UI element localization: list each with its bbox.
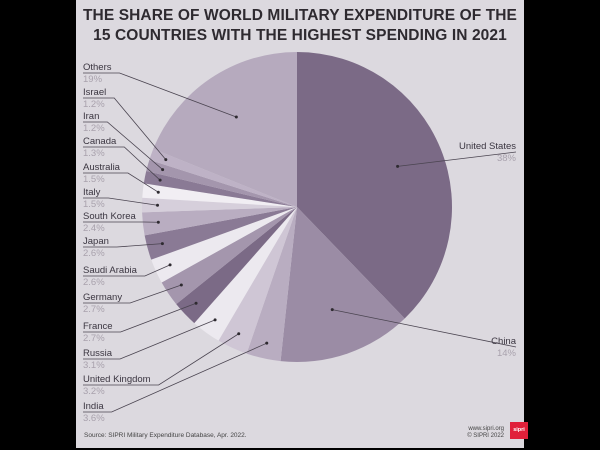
leader-dot-israel xyxy=(164,158,168,162)
label-japan: Japan xyxy=(83,236,109,247)
source-note: Source: SIPRI Military Expenditure Datab… xyxy=(84,432,247,439)
value-india: 3.6% xyxy=(83,413,105,424)
leader-line-israel xyxy=(83,97,167,160)
value-israel: 1.2% xyxy=(83,99,105,110)
value-others: 19% xyxy=(83,74,103,85)
pie-slice-italy xyxy=(142,197,297,213)
leader-line-canada xyxy=(83,146,161,181)
label-others: Others xyxy=(83,62,112,73)
pie-slice-china xyxy=(280,207,405,362)
leader-dot-italy xyxy=(156,203,160,207)
leader-line-india xyxy=(83,342,267,413)
leader-dot-china xyxy=(330,308,334,312)
value-germany: 2.7% xyxy=(83,304,105,315)
value-canada: 1.3% xyxy=(83,148,105,159)
chart-title: THE SHARE OF WORLD MILITARY EXPENDITURE … xyxy=(76,6,524,46)
pie-slice-france xyxy=(176,207,297,324)
label-italy: Italy xyxy=(83,187,101,198)
leader-dot-iran xyxy=(161,168,165,172)
pie-slice-india xyxy=(246,207,297,362)
website-link[interactable]: www.sipri.org xyxy=(468,426,504,432)
label-united-states: United States xyxy=(459,141,516,152)
label-south-korea: South Korea xyxy=(83,211,137,222)
leader-line-germany xyxy=(83,284,182,304)
leader-line-iran xyxy=(83,121,163,170)
leader-line-france xyxy=(83,302,197,333)
label-iran: Iran xyxy=(83,111,99,122)
title-line-1: THE SHARE OF WORLD MILITARY EXPENDITURE … xyxy=(82,7,517,24)
leader-dot-russia xyxy=(213,318,217,322)
pie-slice-canada xyxy=(143,171,297,207)
leader-line-china xyxy=(332,309,517,348)
label-france: France xyxy=(83,321,113,332)
label-israel: Israel xyxy=(83,87,106,98)
leader-line-australia xyxy=(83,172,159,193)
leader-line-united-states xyxy=(397,151,517,167)
pie-slice-japan xyxy=(144,207,297,260)
label-australia: Australia xyxy=(83,162,121,173)
pie-slice-others xyxy=(153,52,297,207)
leader-line-japan xyxy=(83,243,163,248)
pie-slice-australia xyxy=(142,183,297,207)
leader-dot-japan xyxy=(160,242,164,246)
value-saudi-arabia: 2.6% xyxy=(83,277,105,288)
value-france: 2.7% xyxy=(83,333,105,344)
pie-slice-united-states xyxy=(297,52,453,319)
label-russia: Russia xyxy=(83,348,113,359)
leader-line-others xyxy=(83,72,237,118)
leader-line-saudi-arabia xyxy=(83,264,171,277)
leader-dot-south-korea xyxy=(156,220,160,224)
label-saudi-arabia: Saudi Arabia xyxy=(83,265,138,276)
leader-line-italy xyxy=(83,197,158,206)
leader-dot-germany xyxy=(179,283,183,287)
value-italy: 1.5% xyxy=(83,199,105,210)
leader-dot-canada xyxy=(158,178,162,182)
pie-slice-south-korea xyxy=(142,207,297,236)
value-united-kingdom: 3.2% xyxy=(83,386,105,397)
pie-slice-germany xyxy=(161,207,297,305)
value-china: 14% xyxy=(497,348,517,359)
leader-line-russia xyxy=(83,319,216,360)
leader-line-united-kingdom xyxy=(83,333,239,386)
sipri-logo: sipri xyxy=(510,422,528,439)
value-united-states: 38% xyxy=(497,153,517,164)
leader-dot-united-states xyxy=(396,164,400,168)
value-iran: 1.2% xyxy=(83,123,105,134)
label-united-kingdom: United Kingdom xyxy=(83,374,151,385)
label-germany: Germany xyxy=(83,292,122,303)
footer-credits: www.sipri.org © SIPRI 2022 xyxy=(440,426,504,440)
pie-slice-israel xyxy=(149,148,297,207)
leader-dot-united-kingdom xyxy=(237,332,241,336)
label-china: China xyxy=(491,336,517,347)
pie-slice-saudi-arabia xyxy=(151,207,297,283)
label-canada: Canada xyxy=(83,136,117,147)
pie-slice-iran xyxy=(146,159,297,207)
leader-dot-saudi-arabia xyxy=(168,263,172,267)
leader-dot-australia xyxy=(156,190,160,194)
value-australia: 1.5% xyxy=(83,174,105,185)
pie-slice-united-kingdom xyxy=(218,207,297,354)
value-south-korea: 2.4% xyxy=(83,223,105,234)
label-india: India xyxy=(83,401,104,412)
copyright: © SIPRI 2022 xyxy=(467,433,504,439)
pie-slice-russia xyxy=(194,207,297,341)
leader-dot-others xyxy=(234,115,238,119)
title-line-2: 15 COUNTRIES WITH THE HIGHEST SPENDING I… xyxy=(93,27,507,44)
value-japan: 2.6% xyxy=(83,248,105,259)
leader-dot-france xyxy=(194,301,198,305)
leader-dot-india xyxy=(265,341,269,345)
value-russia: 3.1% xyxy=(83,360,105,371)
